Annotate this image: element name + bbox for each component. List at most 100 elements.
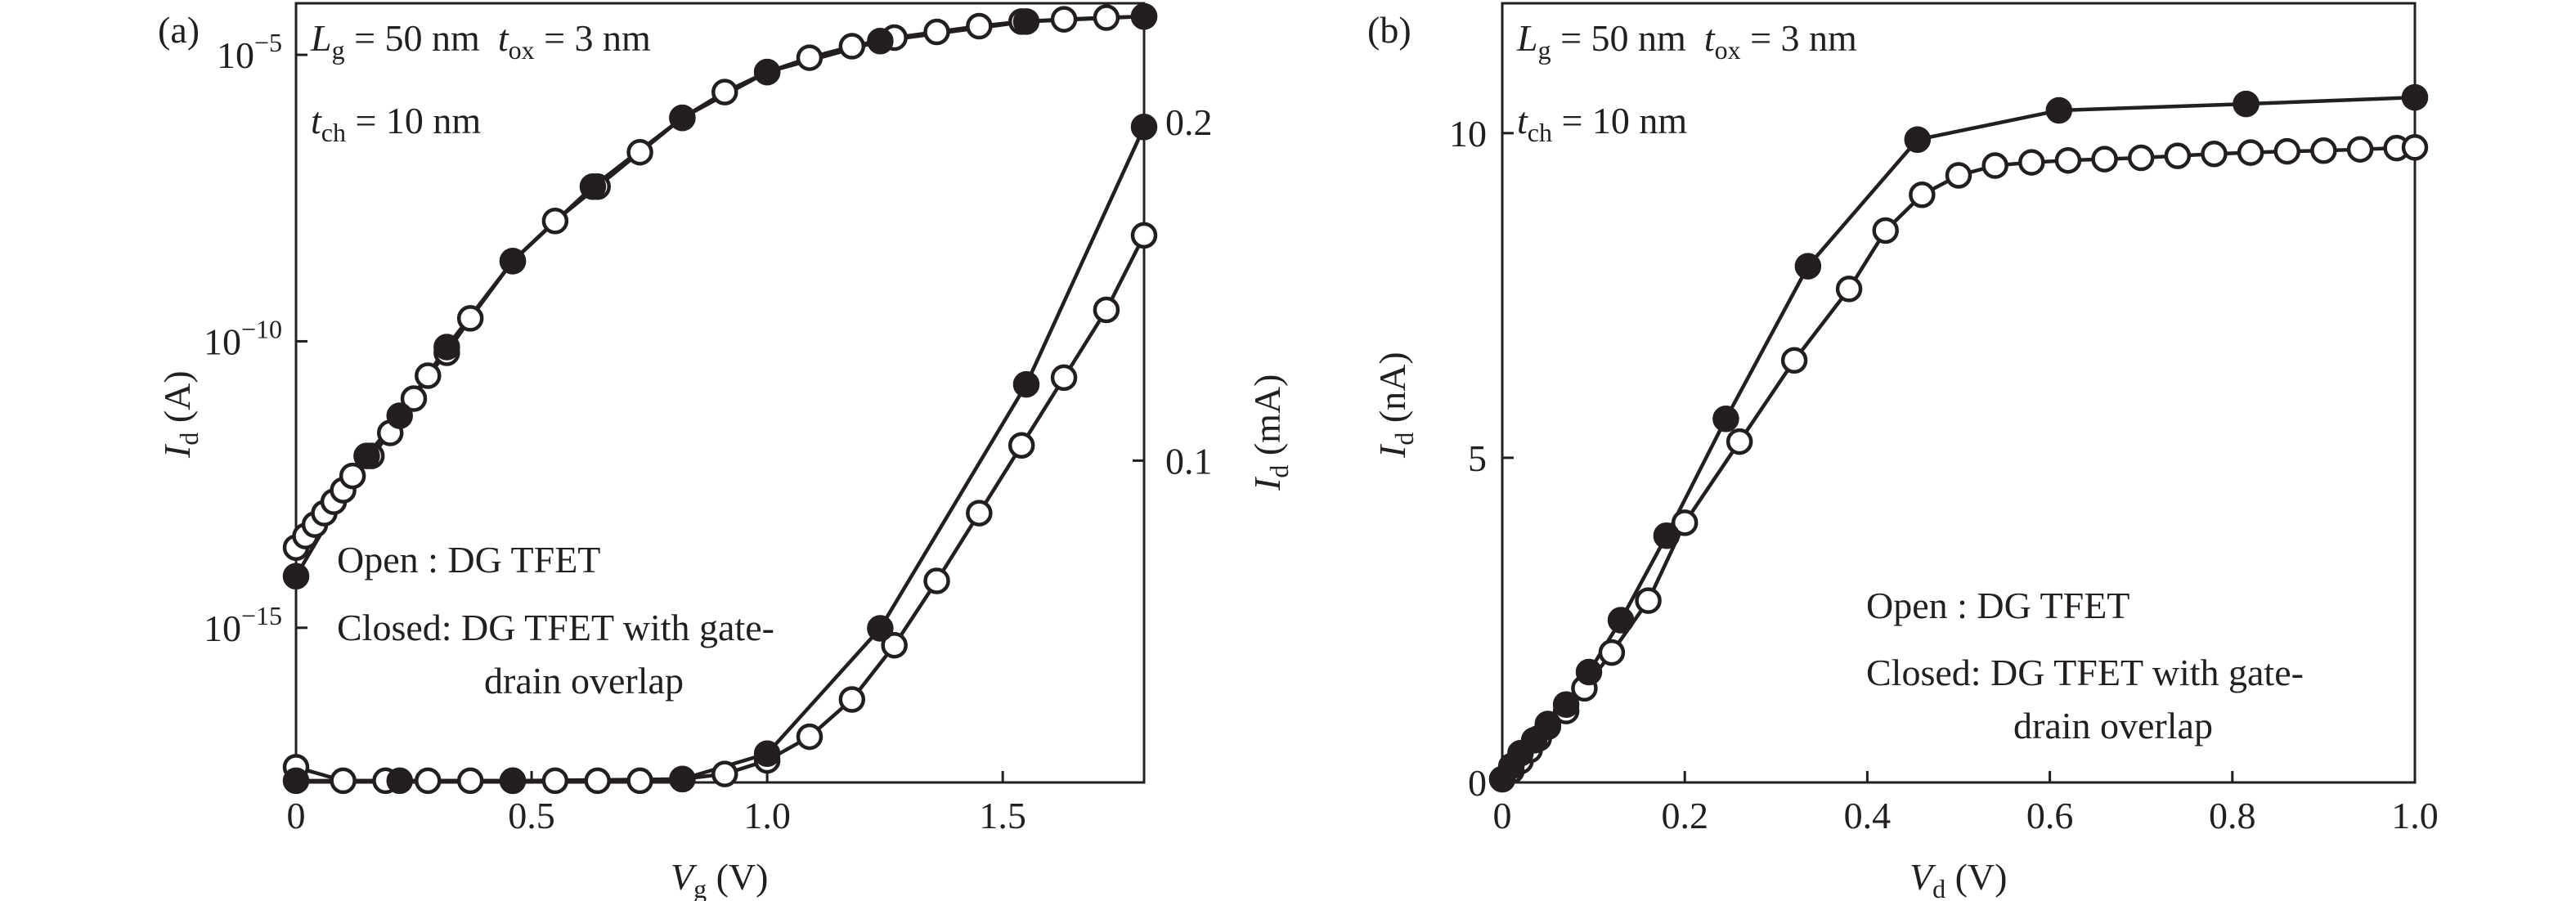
- panel-b-series-1-point: [1904, 126, 1932, 154]
- panel-b-series-1-point: [1552, 691, 1580, 718]
- panel-a-series-2-point: [541, 767, 569, 795]
- panel-b-series-1-point: [1607, 607, 1635, 634]
- panel-b-series-0-point: [1835, 276, 1863, 303]
- panel-b-curves: [1488, 83, 2429, 793]
- panel-a-series-0-point: [796, 44, 824, 71]
- panel-b-annotation-line2: tch = 10 nm: [1517, 100, 1687, 147]
- panel-a-series-2-point: [1008, 432, 1035, 459]
- panel-a-series-0-point: [1050, 6, 1078, 33]
- panel-a-series-2-point: [330, 767, 357, 795]
- panel-a-series-2-point: [415, 767, 442, 795]
- panel-b-label: (b): [1367, 9, 1411, 51]
- panel-a-series-1-point: [386, 402, 413, 429]
- panel-b-legend-open: Open : DG TFET: [1866, 585, 2129, 626]
- panel-a-series-3-point: [1130, 113, 1158, 141]
- panel-a-series-1-point: [579, 173, 607, 200]
- panel-b-y-tick-labels: 0 5 10: [1449, 113, 1487, 804]
- panel-a-series-0-point: [415, 362, 442, 389]
- panel-b-series-0-point: [1671, 509, 1699, 536]
- panel-a-y-right-axis-title: Id (mA): [1246, 374, 1294, 491]
- panel-a-annotation-line2: tch = 10 nm: [311, 100, 481, 147]
- panel-a-series-2-point: [1050, 364, 1078, 392]
- panel-b-series-0-point: [2201, 140, 2228, 168]
- panel-b-series-1-point: [1534, 710, 1562, 737]
- panel-b-x-tick-label: 0.4: [1844, 795, 1892, 836]
- panel-a-series-0-point: [711, 78, 738, 105]
- panel-b-series-0-point: [1780, 347, 1808, 374]
- panel-b-y-tick-label: 10: [1449, 113, 1487, 155]
- panel-b-legend: Open : DG TFET Closed: DG TFET with gate…: [1866, 585, 2304, 746]
- panel-a-series-0-point: [456, 305, 484, 332]
- panel-a-series-1-point: [867, 27, 894, 55]
- panel-a-y-left-tick-label: 10−15: [204, 601, 282, 649]
- panel-a-series-2-point: [1130, 222, 1158, 249]
- panel-a-series-1-point: [1012, 8, 1040, 35]
- panel-a-series-1-point: [499, 248, 527, 275]
- panel-b-y-axis-title: Id (nA): [1371, 352, 1419, 459]
- panel-b-series-0-point: [2054, 146, 2082, 174]
- panel-b-series-0-point: [2164, 142, 2192, 169]
- panel-b-series-0-point: [1945, 162, 1972, 189]
- panel-a-series-3-point: [499, 767, 527, 795]
- panel-a-x-tick-label: 0.5: [508, 795, 555, 836]
- panel-b-legend-closed: Closed: DG TFET with gate-: [1866, 652, 2304, 693]
- panel-a-y-right-tick-labels: 0.1 0.2: [1165, 101, 1213, 482]
- panel-a-series-3-point: [386, 767, 413, 795]
- panel-a-series-2-right-open-line: [295, 234, 1147, 783]
- panel-a-series-3-point: [753, 740, 781, 768]
- panel-a-x-tick-label: 0: [287, 795, 306, 836]
- panel-a-series-1-point: [433, 334, 460, 361]
- panel-a-series-2-point: [796, 723, 824, 751]
- panel-a-series-1-point: [353, 442, 380, 469]
- panel-b-x-tick-label: 1.0: [2391, 795, 2439, 836]
- panel-a-x-tick-label: 1.0: [743, 795, 791, 836]
- panel-a-series-0-point: [1093, 4, 1120, 31]
- panel-a-series-2-point: [1093, 296, 1120, 324]
- panel-a-series-1-point: [282, 563, 310, 589]
- panel-b-series-1-point: [1794, 253, 1822, 280]
- panel-a-series-2-point: [626, 767, 653, 795]
- panel-b-x-axis-title: Vd (V): [1910, 856, 2007, 901]
- panel-a-series-3-point: [282, 767, 310, 795]
- panel-a-y-left-tick-label: 10−5: [217, 28, 282, 76]
- panel-b-series-1-point: [2233, 90, 2260, 118]
- panel-b-x-tick-label: 0.8: [2209, 795, 2256, 836]
- panel-b-series-0-point: [2310, 137, 2337, 164]
- panel-b-series-0-point: [2091, 146, 2118, 173]
- panel-a-series-2-point: [923, 567, 950, 594]
- panel-a-y-right-tick-label: 0.1: [1165, 440, 1213, 482]
- panel-a-curves: [282, 2, 1158, 795]
- panel-b-y-tick-label: 5: [1468, 437, 1487, 479]
- panel-a-series-2-point: [456, 767, 484, 795]
- panel-a-series-0-point: [838, 33, 866, 60]
- panel-b-frame: [1501, 2, 2417, 784]
- panel-b-y-tick-label: 0: [1468, 762, 1487, 804]
- panel-b-series-0-point: [2237, 139, 2264, 166]
- panel-a-y-right-tick-label: 0.2: [1165, 101, 1213, 143]
- panel-b-annotation-line1: Lg = 50 nm tox = 3 nm: [1516, 17, 1857, 65]
- panel-a-y-left-tick-labels: 10−5 10−10 10−15: [204, 28, 282, 649]
- panel-b-x-tick-labels: 0 0.2 0.4 0.6 0.8 1.0: [1493, 795, 2439, 836]
- panel-a-series-0-point: [541, 208, 569, 235]
- panel-b-series-1-point: [2401, 83, 2429, 111]
- panel-a-ticks: [294, 53, 1144, 782]
- panel-b-legend-closed-cont: drain overlap: [2013, 705, 2213, 746]
- panel-a-series-2-point: [838, 686, 866, 713]
- panel-b-series-1-point: [1653, 522, 1681, 549]
- panel-b: (b) 0 0.2 0.4 0.6 0.8 1.0 0 5 10 Vd (V) Id (nA)…: [1367, 2, 2439, 901]
- panel-a-legend-closed: Closed: DG TFET with gate-: [337, 607, 774, 648]
- panel-b-series-0-point: [1635, 587, 1662, 614]
- panel-a-series-3-point: [669, 765, 696, 793]
- panel-a-legend-open: Open : DG TFET: [337, 539, 600, 580]
- panel-a-series-1-point: [1130, 2, 1158, 30]
- panel-a-series-0-point: [923, 18, 950, 46]
- panel-a-label: (a): [158, 9, 200, 51]
- panel-a-series-2-point: [966, 500, 993, 527]
- panel-b-series-0-point: [1726, 428, 1753, 455]
- panel-b-x-tick-label: 0: [1493, 795, 1512, 836]
- panel-a-y-left-tick-label: 10−10: [204, 314, 282, 362]
- panel-a-series-1-point: [669, 104, 696, 132]
- panel-a-series-1-point: [753, 58, 781, 86]
- panel-a-series-0-point: [626, 138, 653, 166]
